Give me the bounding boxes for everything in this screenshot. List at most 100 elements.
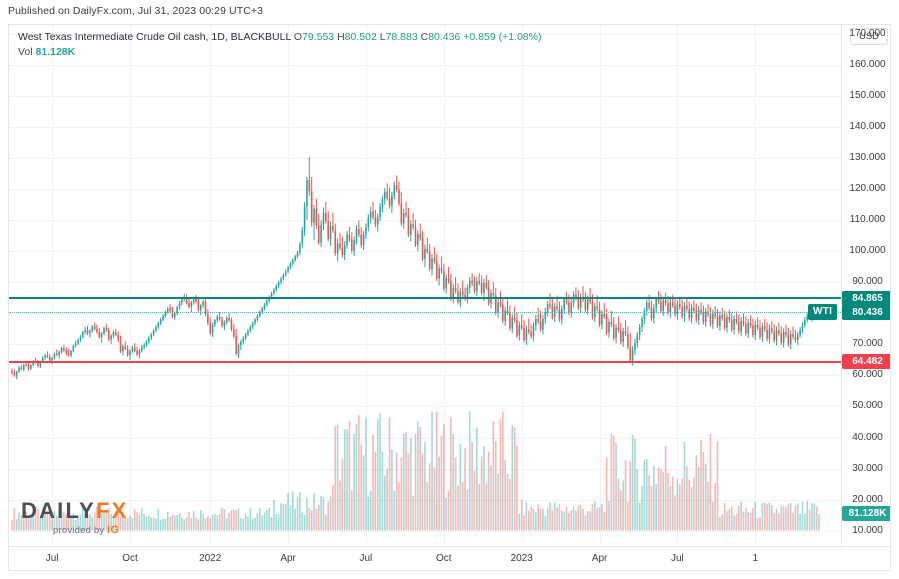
candle-body — [294, 256, 296, 261]
volume-bar — [454, 457, 457, 531]
volume-bar — [636, 469, 639, 531]
volume-bar — [610, 433, 613, 531]
candle-body — [584, 299, 587, 310]
candle-body — [386, 191, 388, 199]
candle-body — [674, 305, 676, 315]
volume-bar — [492, 420, 495, 531]
candle-body — [525, 329, 528, 341]
volume-bar — [707, 481, 709, 531]
volume-bar — [39, 517, 42, 531]
volume-bar — [417, 421, 419, 531]
volume-bar — [440, 435, 443, 531]
volume-bar — [117, 509, 119, 531]
candle-body — [249, 327, 252, 331]
volume-bar — [509, 479, 511, 531]
candle-body — [240, 341, 242, 346]
candle-body — [775, 330, 778, 341]
volume-bar — [74, 519, 77, 531]
candle-body — [801, 325, 804, 331]
candle-body — [426, 248, 429, 252]
volume-bar — [325, 514, 327, 531]
candle-body — [586, 299, 589, 310]
volume-bar — [185, 517, 188, 531]
candle-body — [648, 302, 650, 308]
candle-body — [207, 314, 209, 324]
candle-body — [671, 302, 674, 306]
volume-bar — [556, 507, 558, 531]
volume-bar — [780, 506, 783, 531]
volume-bar — [30, 515, 32, 531]
volume-bar — [112, 517, 115, 531]
candle-body — [638, 327, 641, 336]
volume-bar — [546, 508, 549, 531]
candle-body — [553, 306, 556, 318]
volume-bar — [700, 440, 702, 531]
volume-bar — [256, 513, 259, 531]
candle-body — [445, 278, 447, 289]
price-axis-tick: 50.000 — [852, 400, 883, 412]
candle-body — [509, 312, 511, 329]
grid-line-horizontal — [9, 96, 841, 98]
volume-bar — [480, 456, 483, 531]
volume-badge[interactable]: 81.128K — [842, 505, 890, 521]
grid-line-vertical — [677, 25, 679, 546]
support-price-badge[interactable]: 64.482 — [842, 354, 890, 369]
time-axis-tick: 2022 — [199, 553, 222, 564]
volume-bar — [766, 504, 768, 531]
candle-body — [124, 346, 127, 349]
volume-bar — [393, 491, 396, 531]
candle-body — [719, 315, 721, 326]
volume-bar — [343, 429, 346, 531]
candle-body — [601, 314, 603, 325]
volume-bar — [466, 489, 469, 531]
candle-body — [778, 330, 780, 334]
volume-bar — [773, 513, 775, 531]
candle-body — [237, 345, 240, 354]
resistance-price-badge[interactable]: 84.865 — [842, 290, 890, 306]
candle-body — [65, 350, 68, 354]
volume-bar — [228, 512, 230, 531]
candle-body — [608, 322, 610, 333]
currency-badge[interactable]: USD — [850, 28, 888, 45]
volume-bar — [339, 480, 341, 531]
price-axis[interactable]: USD 170.000 160.000 150.000 140.000 130.000 1… — [841, 25, 890, 546]
candle-body — [117, 334, 119, 341]
volume-bar — [808, 509, 811, 531]
volume-bar — [384, 475, 386, 531]
volume-bar — [44, 509, 46, 531]
candle-body — [303, 206, 306, 231]
volume-bar — [433, 467, 436, 531]
candle-body — [320, 224, 322, 243]
candle-body — [379, 206, 381, 218]
candle-body — [119, 340, 122, 352]
time-axis[interactable]: Jul Oct 2022 Apr Jul Oct 2023 Apr Jul 1 — [9, 546, 890, 570]
volume-bar — [348, 421, 351, 531]
volume-bar — [650, 485, 653, 531]
volume-bar — [544, 516, 547, 531]
volume-bar — [216, 515, 219, 531]
volume-bar — [214, 513, 216, 531]
volume-bar — [221, 507, 223, 531]
volume-bar — [133, 509, 136, 531]
candle-body — [131, 347, 134, 352]
grid-line-horizontal — [9, 189, 841, 191]
candle-body — [63, 348, 65, 351]
legend-volume-label: Vol — [18, 46, 33, 58]
volume-bar — [174, 515, 176, 531]
volume-bar — [77, 517, 79, 531]
candle-body — [504, 310, 506, 321]
volume-bar — [634, 438, 636, 531]
volume-bar — [690, 487, 693, 531]
grid-line-horizontal — [9, 127, 841, 129]
volume-bar — [37, 509, 39, 531]
volume-bar — [452, 433, 455, 531]
volume-bar — [461, 481, 464, 531]
price-axis-tick: 120.000 — [849, 183, 886, 195]
candle-body — [60, 348, 63, 352]
plot-area[interactable]: WTI West Texas Intermediate Crude Oil ca… — [9, 25, 841, 546]
candle-body — [761, 326, 764, 337]
volume-bar — [617, 478, 620, 531]
candle-body — [565, 299, 568, 303]
volume-bar — [641, 485, 643, 531]
last-price-badge[interactable]: 80.436 — [842, 304, 890, 320]
